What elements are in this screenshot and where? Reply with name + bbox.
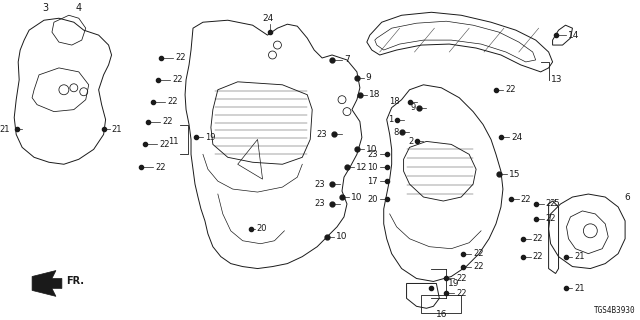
Text: 24: 24 — [511, 133, 522, 142]
Text: 2: 2 — [408, 137, 413, 146]
Text: 22: 22 — [546, 199, 556, 209]
Text: 7: 7 — [344, 55, 349, 64]
Text: 23: 23 — [314, 199, 325, 209]
Text: TGS4B3930: TGS4B3930 — [593, 306, 635, 315]
Text: 22: 22 — [159, 140, 170, 149]
Text: 6: 6 — [624, 193, 630, 202]
Text: 20: 20 — [367, 195, 378, 204]
Text: 5: 5 — [554, 199, 559, 209]
Text: 22: 22 — [505, 85, 515, 94]
Text: 19: 19 — [205, 133, 216, 142]
Text: 21: 21 — [575, 284, 585, 293]
Text: 11: 11 — [168, 137, 178, 146]
Text: 20: 20 — [257, 224, 267, 233]
Text: 1: 1 — [388, 115, 394, 124]
Text: 9: 9 — [366, 73, 372, 82]
Text: 21: 21 — [575, 252, 585, 261]
Text: 9: 9 — [410, 103, 415, 112]
Text: 23: 23 — [367, 150, 378, 159]
Text: 18: 18 — [389, 97, 399, 106]
Text: 21: 21 — [111, 125, 122, 134]
Text: 22: 22 — [532, 252, 543, 261]
Text: 22: 22 — [162, 117, 173, 126]
Text: 16: 16 — [436, 310, 447, 319]
Text: 22: 22 — [521, 195, 531, 204]
Text: 19: 19 — [448, 279, 460, 288]
Text: 13: 13 — [550, 75, 562, 84]
Text: 22: 22 — [532, 234, 543, 243]
Text: 3: 3 — [42, 3, 48, 13]
Text: 18: 18 — [369, 90, 380, 99]
Text: 22: 22 — [167, 97, 178, 106]
Text: 15: 15 — [509, 170, 520, 179]
Text: 22: 22 — [456, 274, 467, 283]
Polygon shape — [32, 270, 62, 296]
Text: 22: 22 — [175, 53, 186, 62]
Text: FR.: FR. — [66, 276, 84, 286]
Text: 22: 22 — [172, 75, 182, 84]
Text: 14: 14 — [568, 31, 579, 40]
Text: 10: 10 — [336, 232, 348, 241]
Text: 8: 8 — [393, 128, 399, 137]
Text: 10: 10 — [366, 145, 378, 154]
Text: 17: 17 — [367, 177, 378, 186]
Text: 24: 24 — [262, 14, 273, 23]
Text: 23: 23 — [317, 130, 327, 139]
Text: 22: 22 — [156, 163, 166, 172]
Text: 22: 22 — [473, 249, 484, 258]
Bar — [422, 295, 461, 313]
Text: 4: 4 — [76, 3, 82, 13]
Text: 12: 12 — [356, 163, 367, 172]
Text: 22: 22 — [456, 289, 467, 298]
Text: 10: 10 — [351, 193, 362, 202]
Text: 10: 10 — [367, 163, 378, 172]
Text: 21: 21 — [0, 125, 10, 134]
Text: 22: 22 — [473, 262, 484, 271]
Text: 22: 22 — [546, 214, 556, 223]
Text: 23: 23 — [314, 180, 325, 188]
